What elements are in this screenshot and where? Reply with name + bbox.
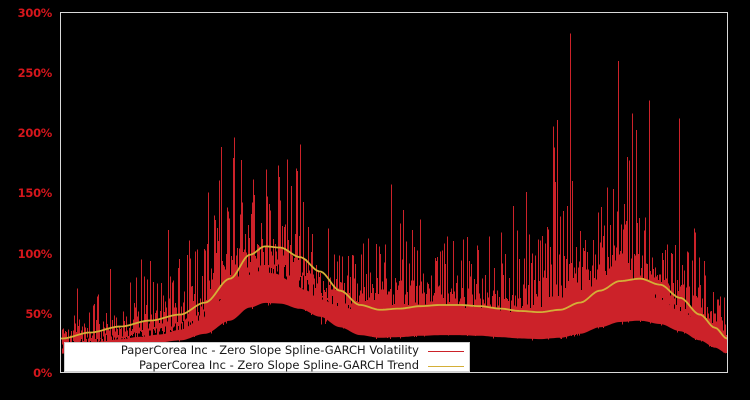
ytick-label-100: 100% bbox=[17, 247, 53, 261]
legend-entry-trend: PaperCorea Inc - Zero Slope Spline-GARCH… bbox=[65, 359, 469, 373]
axes-frame bbox=[60, 12, 728, 373]
ytick-label-0: 0% bbox=[33, 366, 52, 380]
chart-legend: PaperCorea Inc - Zero Slope Spline-GARCH… bbox=[64, 342, 470, 372]
ytick-label-200: 200% bbox=[17, 126, 53, 140]
ytick-label-50: 50% bbox=[25, 307, 52, 321]
line-swatch-trend-icon bbox=[428, 365, 464, 367]
line-swatch-volatility-icon bbox=[428, 350, 464, 352]
series-layer bbox=[60, 33, 728, 356]
ytick-label-150: 150% bbox=[17, 186, 53, 200]
legend-label-volatility: PaperCorea Inc - Zero Slope Spline-GARCH… bbox=[120, 343, 419, 358]
ytick-label-300: 300% bbox=[17, 6, 53, 20]
trend-line bbox=[60, 245, 728, 340]
legend-entry-volatility: PaperCorea Inc - Zero Slope Spline-GARCH… bbox=[65, 344, 469, 358]
legend-label-trend: PaperCorea Inc - Zero Slope Spline-GARCH… bbox=[139, 358, 419, 373]
ytick-label-250: 250% bbox=[17, 66, 53, 80]
